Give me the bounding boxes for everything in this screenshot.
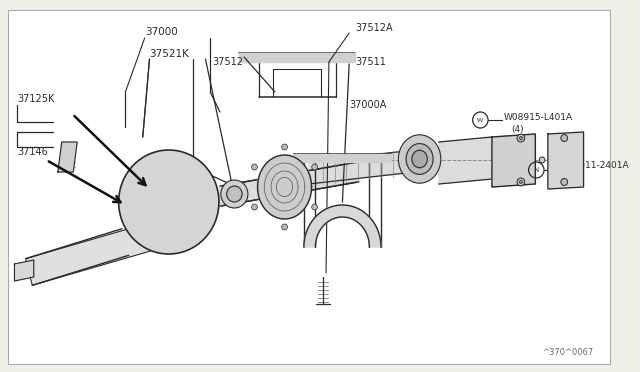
Text: W08915-L401A: W08915-L401A [504, 112, 573, 122]
Polygon shape [15, 260, 34, 281]
Text: W: W [477, 118, 483, 122]
Ellipse shape [148, 180, 190, 224]
Polygon shape [492, 134, 535, 187]
Text: 37000A: 37000A [349, 100, 387, 110]
Polygon shape [220, 162, 359, 206]
Ellipse shape [412, 150, 428, 168]
Ellipse shape [227, 186, 242, 202]
Ellipse shape [118, 150, 219, 254]
Text: 37512A: 37512A [355, 23, 392, 33]
Text: 37521K: 37521K [150, 49, 189, 59]
Ellipse shape [520, 180, 522, 183]
Text: (4): (4) [571, 173, 584, 182]
Polygon shape [58, 142, 77, 172]
FancyBboxPatch shape [8, 10, 610, 364]
Ellipse shape [221, 180, 248, 208]
Polygon shape [439, 137, 492, 184]
Text: N08911-2401A: N08911-2401A [561, 160, 629, 170]
Ellipse shape [517, 134, 525, 142]
Polygon shape [308, 150, 415, 184]
Polygon shape [548, 132, 584, 189]
Ellipse shape [520, 137, 522, 140]
Ellipse shape [312, 164, 317, 170]
Text: 37000: 37000 [145, 27, 177, 37]
Ellipse shape [561, 179, 568, 186]
Ellipse shape [252, 164, 257, 170]
Text: N: N [534, 167, 539, 173]
Ellipse shape [312, 204, 317, 210]
Ellipse shape [398, 135, 441, 183]
Text: 37512: 37512 [212, 57, 243, 67]
Ellipse shape [517, 178, 525, 186]
Ellipse shape [282, 144, 287, 150]
Ellipse shape [132, 164, 205, 240]
Polygon shape [294, 154, 390, 162]
Ellipse shape [406, 144, 433, 174]
Text: (4): (4) [511, 125, 524, 134]
Ellipse shape [539, 157, 545, 163]
Ellipse shape [157, 190, 180, 214]
Polygon shape [26, 224, 153, 285]
Polygon shape [304, 205, 381, 247]
Text: 37125K: 37125K [17, 94, 55, 104]
Text: 37511: 37511 [355, 57, 386, 67]
Text: ^370^0067: ^370^0067 [542, 348, 593, 357]
Polygon shape [239, 53, 355, 62]
Ellipse shape [252, 204, 257, 210]
Polygon shape [257, 155, 312, 219]
Text: 37146: 37146 [17, 147, 48, 157]
Ellipse shape [561, 135, 568, 141]
Ellipse shape [282, 224, 287, 230]
